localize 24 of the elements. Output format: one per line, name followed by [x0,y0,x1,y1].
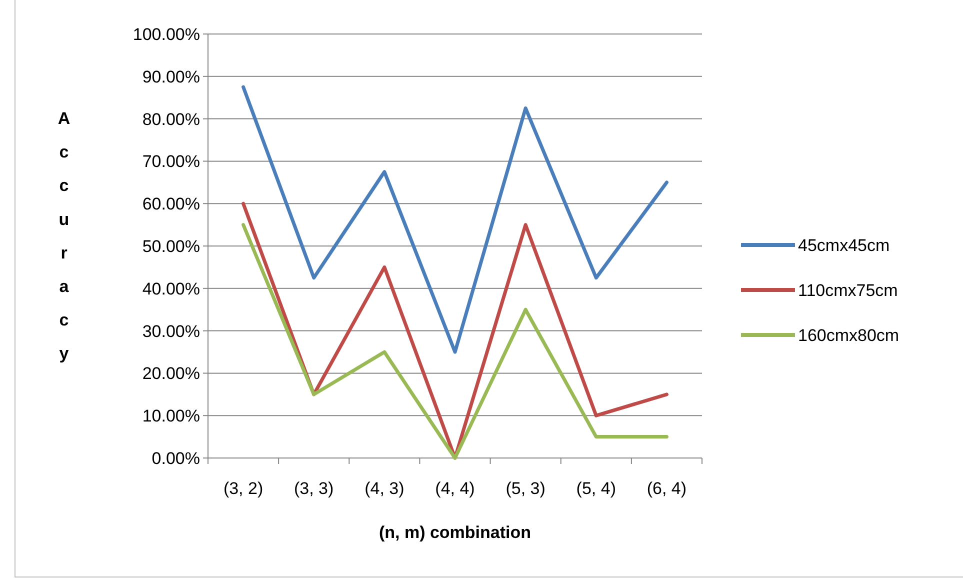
x-tick-label: (3, 3) [294,479,334,498]
x-tick-label: (3, 2) [223,479,264,498]
line-series [242,85,668,354]
legend-label: 110cmx75cm [798,280,898,300]
legend-label: 45cmx45cm [798,236,890,255]
y-tick-label: 0.00% [152,448,200,468]
y-tick-label: 10.00% [142,406,200,426]
x-tick-label: (6, 4) [646,479,687,498]
x-tick-label: (4, 4) [435,479,475,498]
y-tick-label: 80.00% [142,110,200,129]
y-tick-label: 90.00% [142,67,200,86]
y-tick-label: 60.00% [142,194,200,214]
x-axis-title: (n, m) combination [378,523,532,542]
y-axis-title: Accuracy [58,109,70,364]
x-tick-label: (4, 3) [364,479,404,498]
y-tick-label: 20.00% [142,364,200,384]
x-tick-label: (5, 3) [506,479,546,498]
y-tick-label: 50.00% [142,236,200,256]
x-tick-label: (5, 4) [576,479,616,498]
y-tick-label: 30.00% [142,322,200,341]
y-tick-label: 70.00% [142,152,200,172]
legend-label: 160cmx80cm [798,326,900,345]
y-tick-label: 100.00% [132,24,200,44]
y-tick-label: 40.00% [142,279,200,298]
